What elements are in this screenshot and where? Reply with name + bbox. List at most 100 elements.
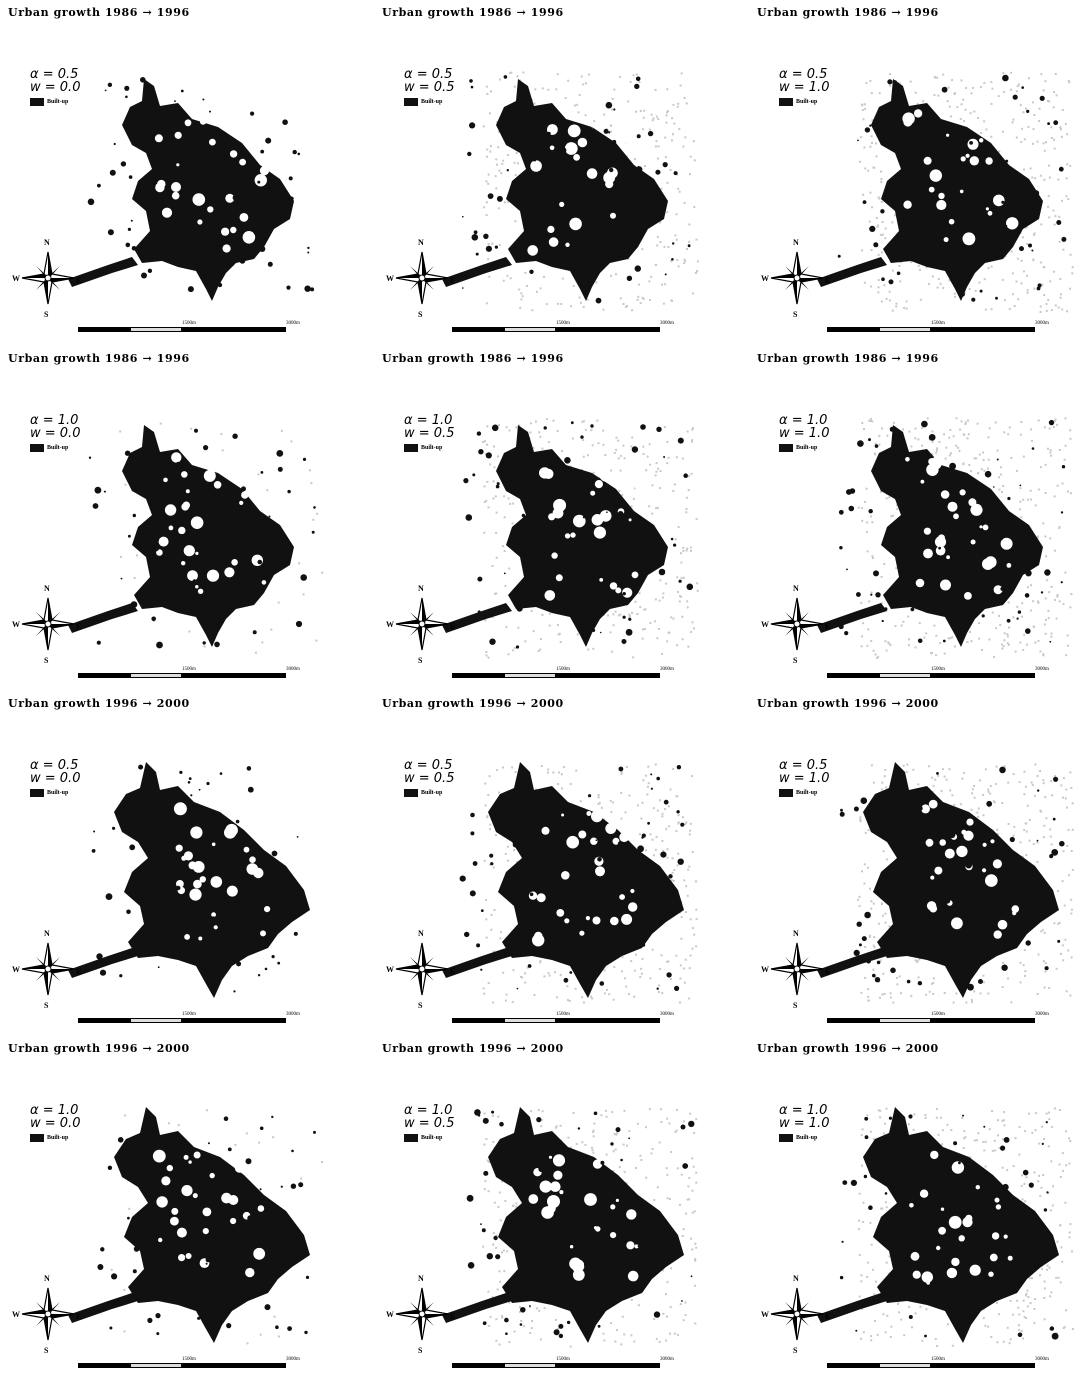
built-up-patch (304, 1330, 308, 1335)
simulated-cell (1011, 272, 1014, 275)
simulated-cell (997, 1313, 1000, 1316)
simulated-cell (922, 100, 925, 103)
simulated-cell (1039, 311, 1042, 313)
open-space (221, 1192, 232, 1204)
simulated-cell (621, 494, 624, 497)
built-up-patch (965, 861, 972, 869)
simulated-cell (861, 1307, 864, 1310)
built-up-patch (553, 521, 556, 524)
built-up-patch (568, 858, 574, 863)
built-up-swatch (779, 1134, 793, 1142)
scale-segment (130, 1018, 182, 1023)
simulated-cell (592, 1130, 594, 1133)
built-up-patch (209, 605, 213, 608)
built-up-patch (469, 122, 476, 129)
open-space (979, 525, 983, 529)
simulated-cell (644, 608, 647, 611)
simulated-cell (1043, 623, 1046, 626)
simulated-cell (1023, 793, 1026, 796)
simulated-cell (1036, 993, 1039, 995)
simulated-cell (1019, 487, 1022, 490)
open-space (210, 876, 223, 888)
legend-label: Built-up (796, 790, 818, 796)
open-space (189, 888, 202, 901)
simulated-cell (928, 283, 930, 286)
simulated-cell (1037, 1180, 1040, 1183)
simulated-cell (860, 1134, 863, 1137)
simulated-cell (1002, 72, 1005, 75)
open-space (920, 479, 925, 484)
simulated-cell (582, 83, 585, 86)
simulated-cell (657, 467, 659, 470)
scale-end-label: 3000m (660, 1357, 674, 1362)
built-up-patch (206, 627, 211, 632)
simulated-cell (638, 592, 641, 595)
simulated-cell (686, 606, 689, 609)
built-up-patch (133, 476, 138, 481)
built-up-patch (1049, 1326, 1055, 1331)
built-up-patch (477, 1114, 481, 1117)
simulated-cell (547, 972, 550, 975)
legend-label: Built-up (47, 1135, 69, 1141)
simulated-cell (934, 76, 937, 79)
built-up-patch (1048, 419, 1055, 426)
scale-segment (452, 1363, 504, 1368)
simulated-cell (498, 791, 501, 794)
simulated-cell (661, 283, 664, 286)
simulated-cell (959, 118, 962, 120)
simulated-cell (650, 275, 653, 278)
simulated-cell (1047, 100, 1049, 102)
simulated-cell (680, 576, 683, 579)
simulated-cell (914, 437, 917, 440)
simulated-cell (1048, 176, 1051, 179)
built-up-patch (1017, 610, 1022, 614)
built-up-patch (1058, 166, 1064, 172)
built-up-patch (628, 617, 632, 621)
simulated-cell (1041, 1125, 1044, 1128)
built-up-patch (960, 291, 965, 297)
built-up-patch (1006, 187, 1010, 191)
simulated-cell (978, 281, 981, 284)
compass-north-label: N (44, 1274, 50, 1283)
simulated-cell (685, 549, 688, 552)
simulated-cell (869, 191, 872, 194)
simulated-cell (610, 274, 613, 277)
simulated-cell (541, 1110, 544, 1113)
compass-south-label: S (44, 1001, 49, 1010)
simulated-cell (493, 466, 496, 469)
built-up-patch (503, 572, 506, 575)
simulated-cell (943, 433, 946, 436)
simulated-cell (1014, 1137, 1017, 1140)
panel-title: Urban growth 1996 → 2000 (8, 697, 190, 710)
built-up-patch (875, 592, 881, 598)
simulated-cell (499, 937, 502, 940)
simulated-cell (969, 631, 971, 633)
simulated-cell (576, 633, 579, 636)
simulated-cell (694, 1284, 697, 1287)
simulated-cell (278, 1335, 280, 1338)
simulated-cell (919, 1305, 922, 1308)
built-up-patch (647, 821, 650, 825)
open-space (989, 1253, 998, 1262)
simulated-cell (591, 997, 594, 1000)
built-up-patch (567, 502, 573, 507)
built-up-patch (154, 1187, 160, 1193)
open-space (619, 894, 625, 900)
simulated-cell (672, 490, 675, 492)
simulated-cell (998, 488, 1001, 491)
built-up-corridor (68, 603, 138, 633)
built-up-patch (984, 470, 992, 478)
built-up-patch (857, 139, 859, 142)
simulated-cell (612, 998, 615, 1001)
simulated-cell (1064, 444, 1067, 447)
built-up-patch (577, 1127, 581, 1130)
built-up-patch (135, 808, 139, 813)
open-space (550, 1181, 561, 1192)
built-up-patch (941, 86, 948, 93)
simulated-cell (1034, 763, 1037, 766)
built-up-patch (918, 1181, 922, 1184)
simulated-cell (508, 429, 511, 432)
simulated-cell (648, 505, 651, 508)
w-value: w = 0.5 (404, 426, 455, 441)
open-space (190, 516, 204, 529)
